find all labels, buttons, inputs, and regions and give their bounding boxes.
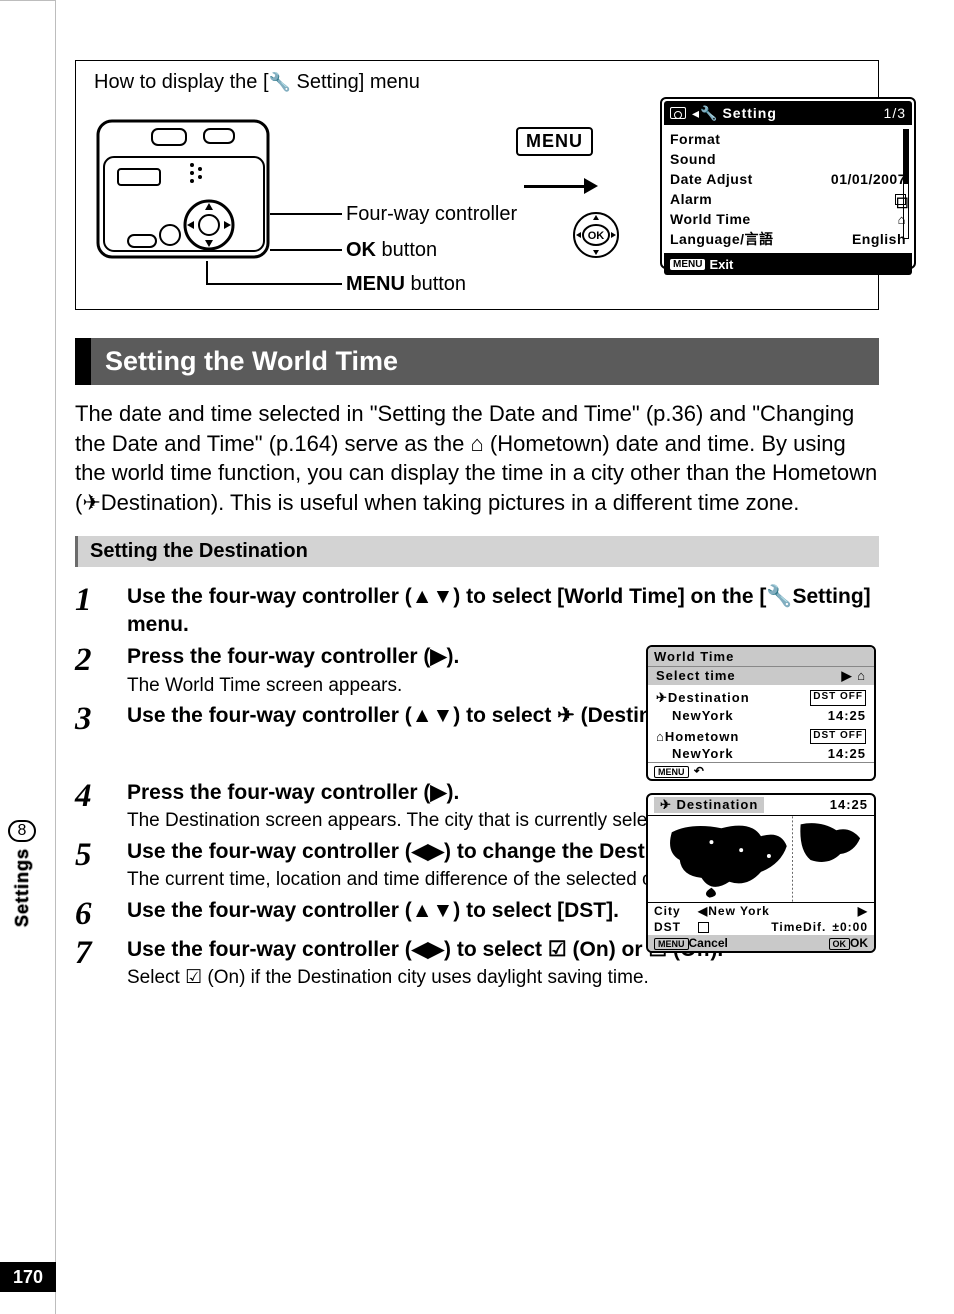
step-number: 4	[75, 779, 127, 834]
shot2-title: ✈ Destination	[654, 797, 764, 813]
leader-line	[270, 249, 342, 251]
leader-line	[206, 283, 342, 285]
arrow-right-icon	[524, 169, 598, 200]
cancel-button[interactable]: Cancel	[689, 936, 728, 950]
label-menu-suffix: button	[405, 273, 466, 295]
wrench-icon: 🔧	[269, 72, 291, 92]
destination-label[interactable]: ✈Destination	[656, 690, 750, 706]
camera-icon	[670, 107, 686, 119]
menu-chip-icon: MENU	[654, 766, 689, 778]
lcd-setting-menu: ◂🔧 Setting 1/3 Format Sound Date Adjust 0…	[660, 97, 916, 269]
ok-button[interactable]: OK	[850, 936, 868, 950]
menu-value: English	[852, 231, 906, 247]
howto-title-pre: How to display the [	[94, 71, 269, 93]
step-number: 5	[75, 838, 127, 893]
hometown-time: 14:25	[828, 746, 866, 761]
svg-text:OK: OK	[588, 230, 605, 242]
label-ok-bold: OK	[346, 239, 376, 261]
subsection-title: Setting the Destination	[75, 536, 879, 567]
timedif-label: TimeDif.	[709, 920, 832, 934]
destination-time: 14:25	[828, 708, 866, 723]
destination-city: NewYork	[672, 708, 734, 723]
side-tab-label: Settings	[12, 848, 33, 927]
step-sub: Select ☑ (On) if the Destination city us…	[127, 966, 879, 991]
dst-label: DST	[654, 920, 698, 934]
city-label: City	[654, 904, 698, 918]
menu-item[interactable]: Date Adjust	[670, 171, 753, 187]
camera-illustration	[94, 107, 274, 277]
leader-line	[206, 261, 208, 283]
world-map	[652, 816, 870, 902]
dst-checkbox[interactable]	[698, 922, 709, 933]
menu-item[interactable]: World Time	[670, 211, 751, 227]
hometown-label[interactable]: ⌂Hometown	[656, 729, 739, 744]
menu-chip-icon: MENU	[670, 259, 705, 270]
menu-item[interactable]: Alarm	[670, 191, 712, 207]
menu-value: 01/01/2007	[831, 171, 906, 187]
ok-dial-icon: OK	[572, 211, 620, 259]
label-ok: OK button	[346, 239, 437, 262]
dst-icon: DST OFF	[810, 729, 866, 744]
step-head: Use the four-way controller (▲▼) to sele…	[127, 583, 879, 640]
step-number: 2	[75, 643, 127, 698]
page-frame-left	[0, 0, 56, 1314]
howto-title: How to display the [🔧 Setting] menu	[94, 71, 860, 94]
lcd-body: Format Sound Date Adjust 01/01/2007 Alarm…	[662, 127, 914, 251]
menu-chip-icon: MENU	[654, 938, 689, 950]
label-ok-suffix: button	[376, 239, 437, 261]
menu-item[interactable]: Sound	[670, 151, 716, 167]
lcd-footer-exit[interactable]: Exit	[709, 257, 733, 272]
step-number: 6	[75, 897, 127, 932]
shot-title: World Time	[648, 647, 874, 667]
step-number: 1	[75, 583, 127, 640]
step-number: 7	[75, 936, 127, 991]
howto-box: How to display the [🔧 Setting] menu Four…	[75, 60, 879, 310]
label-menu: MENU button	[346, 273, 466, 296]
label-four-way: Four-way controller	[346, 203, 517, 226]
select-time-label[interactable]: Select time	[656, 668, 736, 684]
leader-line	[270, 213, 342, 215]
dst-icon: DST OFF	[810, 690, 866, 706]
timedif-value: ±0:00	[832, 920, 868, 934]
scrollbar[interactable]	[903, 129, 909, 239]
shot2-time: 14:25	[830, 797, 868, 813]
back-icon[interactable]: ↶	[694, 764, 704, 778]
lcd-header-title: Setting	[722, 105, 883, 121]
label-menu-bold: MENU	[346, 273, 405, 295]
city-value[interactable]: ◀New York	[698, 904, 858, 918]
side-tab-number: 8	[8, 820, 36, 842]
lcd-header-page: 1/3	[884, 105, 906, 121]
page-number: 170	[0, 1262, 56, 1292]
step-number: 3	[75, 702, 127, 737]
select-time-value: ▶ ⌂	[842, 668, 866, 684]
destination-screen: ✈ Destination 14:25 City◀New York▶ DST Tim…	[646, 793, 876, 953]
hometown-city: NewYork	[672, 746, 734, 761]
side-tab: 8 Settings	[8, 820, 36, 927]
menu-chip: MENU	[516, 127, 593, 156]
chevron-right-icon[interactable]: ▶	[858, 904, 868, 918]
wrench-icon: ◂🔧	[692, 105, 718, 122]
intro-paragraph: The date and time selected in "Setting t…	[75, 399, 879, 518]
menu-item[interactable]: Language/言語	[670, 229, 774, 249]
ok-chip-icon: OK	[829, 938, 851, 950]
howto-title-post: Setting] menu	[291, 71, 420, 93]
world-time-screen: World Time Select time ▶ ⌂ ✈Destination DS…	[646, 645, 876, 781]
section-title: Setting the World Time	[75, 338, 879, 385]
menu-item[interactable]: Format	[670, 131, 720, 147]
